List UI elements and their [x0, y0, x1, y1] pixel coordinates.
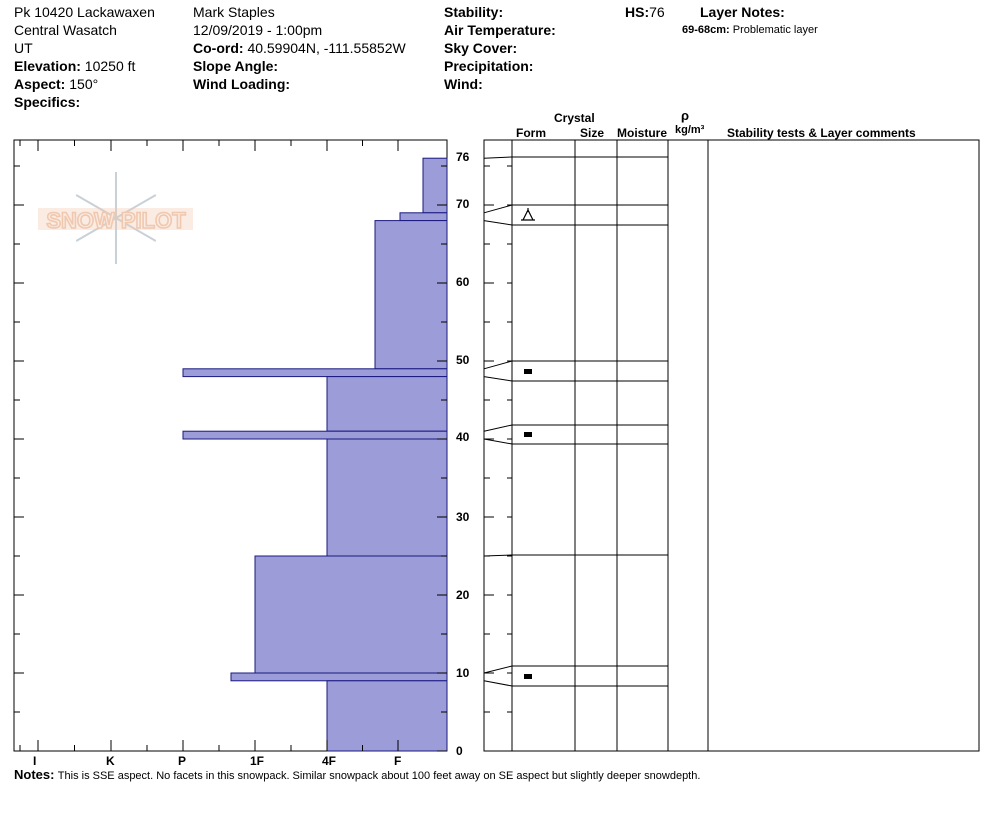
profile-layer-4: [326, 376, 448, 432]
snowpilot-logo-band: [38, 208, 193, 230]
profile-layer-5: [182, 430, 448, 440]
grain-symbol-surface-hoar: [521, 208, 535, 221]
snowflake-arm: [115, 217, 157, 242]
moisture-header: Moisture: [617, 126, 668, 140]
aspect-row: Aspect: 150°: [14, 76, 98, 93]
density-unit-header: kg/m³: [675, 124, 705, 136]
form-header: Form: [516, 126, 546, 140]
profile-layer-0: [422, 157, 448, 214]
depth-label-70: 70: [456, 197, 470, 211]
profile-layer-1: [399, 212, 448, 222]
state: UT: [14, 40, 33, 56]
hardness-label-i: I: [33, 754, 37, 768]
density-rho-header: ρ: [681, 108, 690, 123]
hardness-label-k: K: [106, 754, 115, 768]
observer-name: Mark Staples: [193, 4, 275, 20]
layer-connector: [483, 204, 513, 214]
grain-symbol-crust: [524, 432, 532, 437]
stability-label: Stability:: [444, 4, 504, 20]
wind-label: Wind:: [444, 76, 483, 92]
hs-value: 76: [649, 4, 665, 20]
layer-notes-label: Layer Notes:: [700, 4, 785, 20]
depth-label-60: 60: [456, 275, 470, 289]
crystal-header: Crystal: [554, 111, 595, 125]
layer-note: 69-68cm: Problematic layer: [682, 24, 818, 36]
coordinates-row: Co-ord: 40.59904N, -111.55852W: [193, 40, 406, 57]
hardness-label-4f: 4F: [322, 754, 337, 768]
specifics-label: Specifics:: [14, 94, 81, 110]
depth-label-20: 20: [456, 588, 470, 602]
air-temperature-label: Air Temperature:: [444, 22, 556, 38]
aspect-label: Aspect:: [14, 76, 66, 92]
hardness-label-p: P: [178, 754, 187, 768]
hs-row: HS:76: [625, 4, 665, 21]
depth-label-40: 40: [456, 430, 470, 444]
coord-value: 40.59904N, -111.55852W: [247, 40, 406, 56]
snowflake-arm: [75, 194, 117, 219]
profile-layer-9: [326, 680, 448, 752]
profile-layer-6: [326, 438, 448, 557]
stability-comments-header: Stability tests & Layer comments: [727, 126, 916, 140]
snowpilot-logo-text: SNOW PILOT: [46, 208, 186, 233]
mountain-range: Central Wasatch: [14, 22, 117, 38]
aspect-value: 150°: [69, 76, 99, 92]
layer-connector: [483, 156, 513, 159]
profile-layer-2: [374, 220, 448, 370]
notes-label: Notes:: [14, 767, 55, 782]
grain-symbol-crust: [524, 674, 532, 679]
layer-connector: [483, 665, 513, 674]
hs-label: HS:: [625, 4, 650, 20]
elevation-value: 10250 ft: [84, 58, 136, 74]
coord-label: Co-ord:: [193, 40, 244, 56]
grain-symbol-crust: [524, 369, 532, 374]
size-header: Size: [580, 126, 605, 140]
notes-text: This is SSE aspect. No facets in this sn…: [57, 770, 701, 782]
depth-label-10: 10: [456, 666, 470, 680]
wind-loading-label: Wind Loading:: [193, 76, 291, 92]
layer-connector: [483, 376, 513, 382]
layer-connector: [483, 438, 513, 445]
layer-connector: [483, 554, 513, 557]
slope-angle-label: Slope Angle:: [193, 58, 279, 74]
notes-row: Notes: This is SSE aspect. No facets in …: [14, 766, 700, 785]
elevation-row: Elevation: 10250 ft: [14, 58, 135, 75]
layer-note-text: Problematic layer: [732, 24, 818, 36]
layer-connector: [483, 680, 513, 687]
profile-layer-8: [230, 672, 448, 682]
elevation-label: Elevation:: [14, 58, 81, 74]
layer-connector: [483, 360, 513, 370]
depth-label-76: 76: [456, 150, 470, 164]
layer-connector: [483, 220, 513, 226]
depth-label-0: 0: [456, 744, 463, 758]
observation-datetime: 12/09/2019 - 1:00pm: [193, 22, 323, 38]
precipitation-label: Precipitation:: [444, 58, 534, 74]
profile-layer-7: [254, 555, 448, 674]
layer-connector: [483, 424, 513, 432]
layer-note-range: 69-68cm:: [682, 24, 730, 36]
sky-cover-label: Sky Cover:: [444, 40, 518, 56]
layer-table-frame: [483, 139, 980, 752]
profile-layer-3: [182, 368, 448, 378]
hardness-label-f: F: [394, 754, 402, 768]
depth-label-50: 50: [456, 353, 470, 367]
location-name: Pk 10420 Lackawaxen: [14, 4, 155, 20]
snowflake-arm: [115, 194, 157, 219]
hardness-label-1f: 1F: [250, 754, 265, 768]
depth-label-30: 30: [456, 510, 470, 524]
snowflake-arm: [75, 217, 117, 242]
